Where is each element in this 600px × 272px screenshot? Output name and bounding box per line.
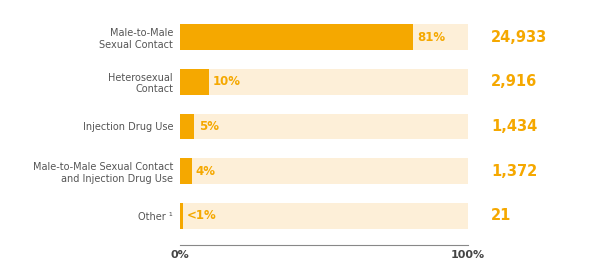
Text: 5%: 5% [199, 120, 219, 133]
Bar [180, 69, 209, 95]
Text: 81%: 81% [418, 31, 446, 44]
Bar [180, 24, 468, 50]
Bar [180, 113, 468, 140]
Bar [180, 24, 413, 50]
Text: 2,916: 2,916 [491, 74, 537, 89]
Text: 1,434: 1,434 [491, 119, 537, 134]
Text: 21: 21 [491, 208, 511, 223]
Bar [180, 158, 468, 184]
Text: 1,372: 1,372 [491, 164, 537, 179]
Bar [180, 203, 468, 229]
Text: 10%: 10% [213, 75, 241, 88]
Bar [180, 113, 194, 140]
Text: 4%: 4% [196, 165, 216, 178]
Text: 24,933: 24,933 [491, 30, 547, 45]
Bar [180, 158, 191, 184]
Bar [180, 203, 183, 229]
Text: <1%: <1% [187, 209, 217, 222]
Bar [180, 69, 468, 95]
